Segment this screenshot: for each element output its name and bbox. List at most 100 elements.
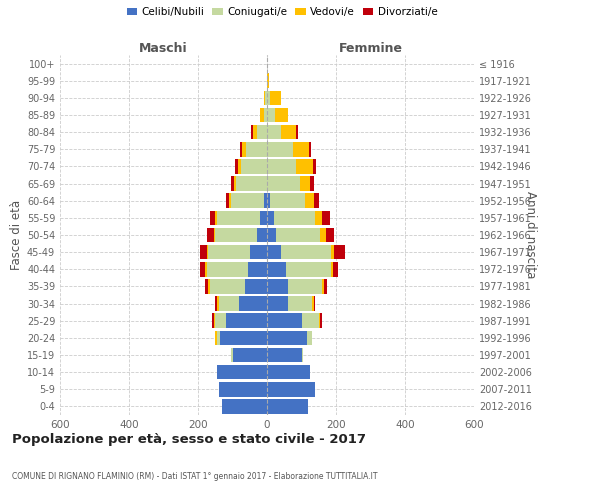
Bar — [267, 279, 288, 293]
Bar — [200, 262, 205, 276]
Bar — [231, 194, 263, 208]
Bar — [231, 348, 233, 362]
Bar — [250, 245, 267, 260]
Bar — [326, 228, 334, 242]
Bar — [302, 314, 319, 328]
Bar — [267, 90, 270, 105]
Bar — [296, 159, 313, 174]
Bar — [267, 142, 293, 156]
Bar — [247, 142, 267, 156]
Bar — [319, 314, 320, 328]
Bar — [251, 125, 253, 140]
Bar — [263, 194, 267, 208]
Bar — [314, 194, 319, 208]
Bar — [234, 176, 236, 191]
Bar — [267, 365, 310, 380]
Bar — [305, 194, 314, 208]
Bar — [334, 245, 344, 260]
Bar — [322, 279, 324, 293]
Bar — [267, 159, 296, 174]
Bar — [331, 262, 332, 276]
Bar — [331, 245, 334, 260]
Bar — [219, 296, 239, 311]
Bar — [265, 90, 267, 105]
Bar — [217, 330, 220, 345]
Bar — [235, 159, 238, 174]
Bar — [206, 262, 248, 276]
Text: Maschi: Maschi — [139, 42, 188, 55]
Bar — [220, 330, 267, 345]
Y-axis label: Anni di nascita: Anni di nascita — [524, 192, 537, 278]
Bar — [229, 194, 231, 208]
Bar — [215, 330, 217, 345]
Bar — [288, 296, 312, 311]
Bar — [215, 314, 226, 328]
Bar — [267, 228, 275, 242]
Bar — [267, 296, 288, 311]
Bar — [286, 262, 331, 276]
Bar — [231, 176, 234, 191]
Bar — [200, 245, 206, 260]
Bar — [206, 228, 214, 242]
Bar — [293, 142, 310, 156]
Bar — [332, 262, 338, 276]
Bar — [233, 348, 267, 362]
Bar — [260, 108, 263, 122]
Bar — [245, 279, 267, 293]
Bar — [271, 194, 305, 208]
Bar — [210, 279, 245, 293]
Bar — [267, 314, 302, 328]
Bar — [267, 399, 308, 413]
Bar — [275, 228, 320, 242]
Bar — [248, 262, 267, 276]
Bar — [267, 262, 286, 276]
Bar — [208, 279, 210, 293]
Bar — [267, 382, 316, 396]
Bar — [320, 228, 326, 242]
Bar — [239, 296, 267, 311]
Bar — [241, 159, 267, 174]
Bar — [215, 228, 257, 242]
Bar — [226, 314, 267, 328]
Bar — [307, 330, 312, 345]
Bar — [242, 142, 247, 156]
Bar — [263, 108, 267, 122]
Bar — [288, 279, 322, 293]
Bar — [222, 399, 267, 413]
Bar — [215, 210, 217, 225]
Bar — [300, 176, 310, 191]
Bar — [320, 314, 322, 328]
Bar — [218, 382, 267, 396]
Bar — [205, 279, 208, 293]
Bar — [205, 262, 206, 276]
Bar — [281, 125, 296, 140]
Bar — [217, 210, 260, 225]
Bar — [312, 296, 314, 311]
Y-axis label: Fasce di età: Fasce di età — [10, 200, 23, 270]
Bar — [274, 210, 316, 225]
Bar — [214, 228, 215, 242]
Bar — [206, 245, 208, 260]
Bar — [263, 90, 265, 105]
Bar — [275, 108, 289, 122]
Bar — [313, 159, 316, 174]
Bar — [257, 228, 267, 242]
Bar — [267, 108, 275, 122]
Bar — [257, 125, 267, 140]
Bar — [217, 365, 267, 380]
Bar — [241, 142, 242, 156]
Bar — [270, 90, 281, 105]
Bar — [215, 296, 217, 311]
Bar — [310, 176, 314, 191]
Bar — [267, 176, 300, 191]
Bar — [316, 210, 322, 225]
Bar — [267, 210, 274, 225]
Bar — [314, 296, 316, 311]
Bar — [267, 194, 271, 208]
Text: Femmine: Femmine — [338, 42, 403, 55]
Bar — [253, 125, 257, 140]
Bar — [217, 296, 218, 311]
Bar — [281, 245, 331, 260]
Bar — [267, 348, 302, 362]
Bar — [208, 245, 250, 260]
